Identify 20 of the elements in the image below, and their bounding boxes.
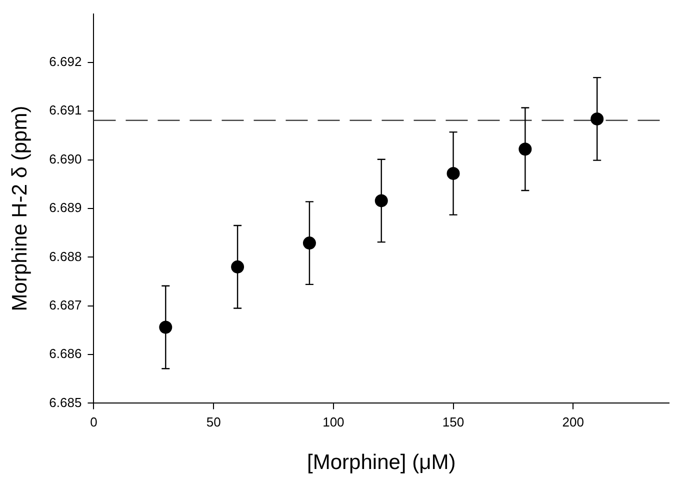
y-tick-label: 6.690: [49, 151, 82, 166]
point: [374, 194, 388, 208]
x-axis-title: [Morphine] (μM): [307, 451, 456, 474]
x-tick-label: 200: [562, 414, 584, 430]
point: [159, 320, 172, 334]
y-tick-label: 6.686: [49, 346, 82, 362]
point: [590, 112, 604, 126]
x-tick-label: 0: [90, 414, 98, 430]
x-tick-label: 150: [442, 414, 464, 430]
y-tick-label: 6.691: [49, 102, 82, 118]
x-tick-label: 100: [322, 414, 344, 430]
y-tick-label: 6.687: [49, 297, 82, 312]
y-axis-title: Morphine H-2 δ (ppm): [8, 106, 32, 312]
y-tick-label: 6.688: [49, 248, 82, 264]
x-tick-label: 50: [206, 414, 221, 430]
y-tick-label: 6.685: [49, 394, 82, 410]
point: [302, 236, 316, 250]
point: [231, 260, 244, 274]
y-tick-label: 6.692: [49, 54, 82, 70]
y-tick-label: 6.689: [49, 200, 82, 216]
